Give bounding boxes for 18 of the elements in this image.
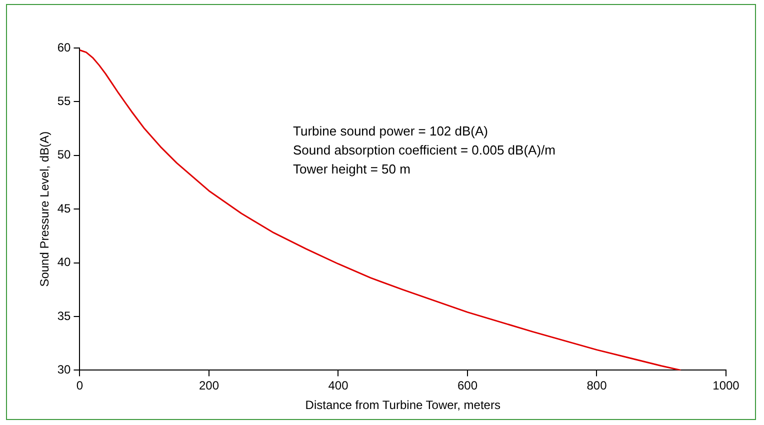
annotation: Sound absorption coefficient = 0.005 dB(A)/m [293,142,556,158]
y-tick-label: 45 [57,201,72,216]
annotation: Tower height = 50 m [293,161,410,176]
y-axis-title: Sound Pressure Level, dB(A) [38,131,52,287]
x-tick-label: 0 [76,378,84,393]
y-tick-label: 35 [57,308,72,323]
y-tick-label: 50 [57,148,72,162]
x-tick-label: 1000 [712,378,740,393]
y-tick-label: 60 [57,40,72,54]
annotation: Turbine sound power = 102 dB(A) [293,123,488,138]
x-tick-label: 200 [198,378,220,393]
y-tick-label: 30 [57,362,72,377]
x-tick-label: 800 [586,378,608,393]
x-tick-label: 400 [328,378,349,393]
y-tick-label: 55 [57,94,72,108]
x-tick-label: 600 [457,378,478,393]
y-tick-label: 40 [57,255,72,270]
x-axis-title: Distance from Turbine Tower, meters [305,398,500,412]
